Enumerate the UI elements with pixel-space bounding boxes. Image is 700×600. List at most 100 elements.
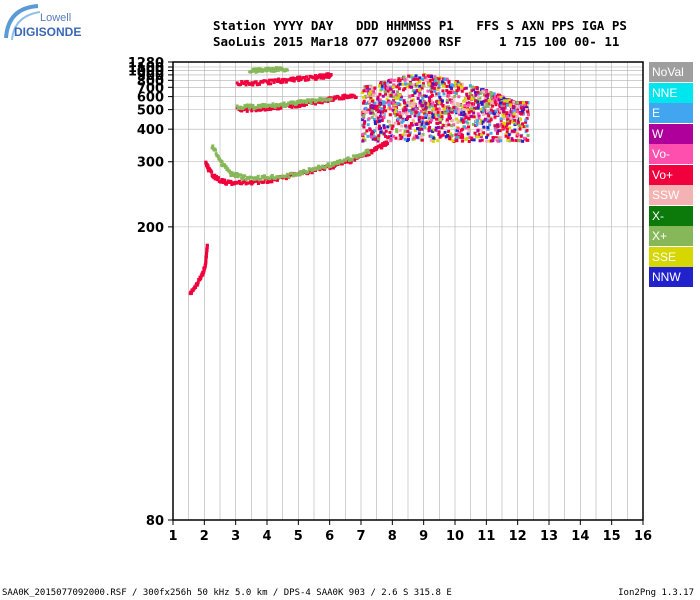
spread-echo-point — [410, 123, 414, 127]
trace-echo-point — [211, 144, 215, 148]
spread-echo-point — [464, 115, 468, 119]
spread-echo-point — [372, 117, 376, 121]
spread-echo-point — [410, 85, 414, 89]
spread-echo-point — [383, 90, 387, 94]
spread-echo-point — [427, 105, 431, 109]
spread-echo-point — [491, 139, 495, 143]
spread-echo-point — [406, 129, 410, 133]
trace-echo-point — [244, 105, 248, 109]
spread-echo-point — [468, 84, 472, 88]
trace-echo-point — [276, 175, 280, 179]
spread-echo-point — [364, 106, 368, 110]
trace-echo-point — [288, 171, 292, 175]
spread-echo-point — [479, 133, 483, 137]
spread-echo-point — [467, 96, 471, 100]
spread-echo-point — [449, 132, 453, 136]
spread-echo-point — [447, 112, 451, 116]
legend-item: NoVal — [649, 62, 693, 82]
trace-echo-point — [317, 98, 321, 102]
trace-echo-point — [298, 75, 302, 79]
spread-echo-point — [494, 103, 498, 107]
spread-echo-point — [479, 91, 483, 95]
trace-echo-point — [271, 78, 275, 82]
spread-echo-point — [404, 133, 408, 137]
spread-echo-point — [479, 118, 483, 122]
spread-echo-point — [417, 122, 421, 126]
trace-echo-point — [205, 251, 209, 255]
spread-echo-point — [455, 139, 459, 143]
spread-echo-point — [520, 109, 524, 113]
trace-echo-point — [281, 80, 285, 84]
spread-echo-point — [484, 90, 488, 94]
spread-echo-point — [416, 77, 420, 81]
spread-echo-point — [421, 132, 425, 136]
spread-echo-point — [472, 138, 476, 142]
spread-echo-point — [495, 96, 499, 100]
spread-echo-point — [481, 106, 485, 110]
header-field-values: SaoLuis 2015 Mar18 077 092000 RSF 1 715 … — [213, 34, 620, 49]
spread-echo-point — [437, 113, 441, 117]
trace-echo-point — [246, 104, 250, 108]
trace-echo-point — [323, 166, 327, 170]
trace-echo-point — [213, 148, 217, 152]
spread-echo-point — [511, 106, 515, 110]
spread-echo-point — [451, 90, 455, 94]
trace-echo-point — [367, 153, 371, 157]
spread-echo-point — [397, 137, 401, 141]
spread-echo-point — [427, 127, 431, 131]
trace-echo-point — [329, 97, 333, 101]
spread-echo-point — [497, 101, 501, 105]
trace-echo-point — [265, 69, 269, 73]
spread-echo-point — [392, 101, 396, 105]
trace-echo-point — [254, 70, 258, 74]
trace-echo-point — [247, 106, 251, 110]
trace-echo-point — [202, 271, 206, 275]
spread-echo-point — [411, 120, 415, 124]
spread-echo-point — [361, 91, 365, 95]
spread-echo-point — [506, 117, 510, 121]
spread-echo-point — [420, 77, 424, 81]
spread-echo-point — [436, 110, 440, 114]
legend-item: E — [649, 103, 693, 123]
trace-echo-point — [232, 172, 236, 176]
trace-echo-point — [285, 172, 289, 176]
trace-echo-point — [201, 273, 205, 277]
legend-item: NNE — [649, 82, 693, 103]
spread-echo-point — [508, 105, 512, 109]
spread-echo-point — [409, 122, 413, 126]
spread-echo-point — [525, 107, 529, 111]
spread-echo-point — [518, 127, 522, 131]
spread-echo-point — [418, 84, 422, 88]
spread-echo-point — [435, 107, 439, 111]
trace-echo-point — [302, 104, 306, 108]
spread-echo-point — [462, 113, 466, 117]
spread-echo-point — [489, 131, 493, 135]
trace-echo-point — [267, 81, 270, 85]
spread-echo-point — [361, 132, 365, 136]
trace-echo-point — [298, 105, 302, 109]
trace-echo-point — [331, 163, 335, 167]
spread-echo-point — [408, 126, 412, 130]
trace-echo-point — [296, 173, 300, 177]
spread-echo-point — [457, 102, 461, 106]
spread-echo-point — [392, 90, 396, 94]
spread-echo-point — [444, 135, 448, 139]
trace-echo-point — [199, 276, 203, 280]
trace-echo-point — [217, 176, 221, 180]
spread-echo-point — [455, 105, 459, 109]
trace-echo-point — [259, 105, 263, 109]
spread-echo-point — [516, 101, 520, 105]
spread-echo-point — [496, 125, 500, 129]
x-tick-label: 8 — [388, 529, 397, 544]
spread-echo-point — [508, 139, 512, 143]
spread-echo-point — [509, 131, 513, 135]
spread-echo-point — [447, 115, 451, 119]
spread-echo-point — [494, 128, 498, 132]
spread-echo-point — [413, 89, 417, 93]
spread-echo-point — [384, 101, 388, 105]
spread-echo-point — [487, 114, 491, 118]
spread-echo-point — [373, 135, 377, 139]
trace-echo-point — [332, 97, 336, 101]
trace-echo-point — [267, 107, 270, 111]
spread-echo-point — [457, 95, 461, 99]
